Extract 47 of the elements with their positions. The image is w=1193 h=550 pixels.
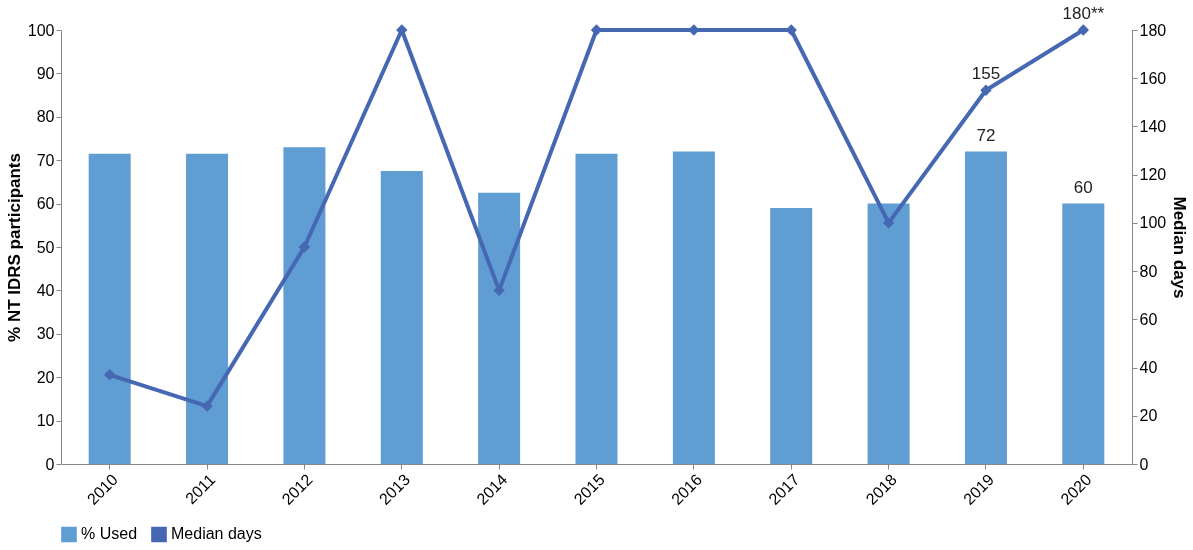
y2-tick-label: 0 bbox=[1139, 455, 1149, 473]
y2-tick-label: 80 bbox=[1139, 262, 1158, 280]
point bbox=[298, 241, 311, 253]
y-tick-label: 90 bbox=[36, 64, 55, 82]
y2-tick-label: 160 bbox=[1139, 69, 1167, 87]
y-tick-label: 80 bbox=[36, 108, 55, 126]
bar bbox=[186, 153, 229, 464]
y-axis-title: % NT IDRS participants bbox=[4, 153, 24, 342]
y-tick-label: 60 bbox=[36, 195, 55, 213]
bar bbox=[672, 151, 715, 464]
bar bbox=[88, 153, 131, 464]
y2-tick-label: 40 bbox=[1139, 359, 1158, 377]
y-tick-label: 50 bbox=[36, 238, 55, 256]
point bbox=[980, 84, 992, 96]
bar bbox=[964, 151, 1007, 464]
bar bbox=[478, 192, 521, 464]
data-label: 180** bbox=[1062, 4, 1105, 23]
point bbox=[103, 369, 116, 381]
y2-tick-label: 120 bbox=[1139, 166, 1167, 184]
data-label: 60 bbox=[1073, 177, 1093, 197]
point bbox=[396, 24, 408, 36]
y-tick-label: 0 bbox=[45, 455, 55, 473]
y2-tick-label: 180 bbox=[1139, 21, 1167, 39]
bar bbox=[380, 171, 423, 464]
data-label: 155 bbox=[971, 64, 1001, 84]
bar bbox=[283, 147, 326, 464]
data-label: 72 bbox=[976, 125, 996, 145]
y-tick-label: 30 bbox=[36, 325, 55, 343]
point bbox=[1077, 24, 1090, 36]
bar bbox=[867, 203, 910, 464]
legend-label: % Used bbox=[81, 525, 138, 543]
y-tick-label: 100 bbox=[27, 21, 55, 39]
y-tick-label: 20 bbox=[36, 368, 55, 386]
bar bbox=[575, 153, 618, 464]
y2-axis-title: Median days bbox=[1170, 196, 1190, 299]
y-tick-label: 70 bbox=[36, 151, 55, 169]
point bbox=[201, 400, 213, 412]
y-tick-label: 10 bbox=[36, 412, 55, 430]
y2-tick-label: 140 bbox=[1139, 117, 1167, 135]
bar bbox=[770, 207, 813, 464]
y2-tick-label: 60 bbox=[1139, 310, 1158, 328]
legend-label: Median days bbox=[171, 525, 262, 543]
y2-tick-label: 20 bbox=[1139, 407, 1158, 425]
y-tick-label: 40 bbox=[36, 281, 55, 299]
y2-tick-label: 100 bbox=[1139, 214, 1167, 232]
point bbox=[882, 217, 895, 229]
bar bbox=[1062, 203, 1105, 464]
